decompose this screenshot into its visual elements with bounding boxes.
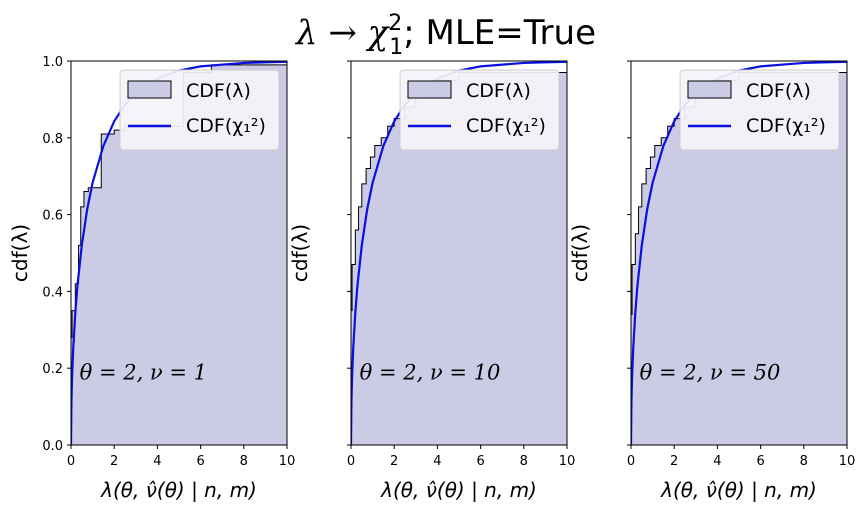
figure-title: λ → χ2 1; MLE=True [294,11,596,60]
legend: CDF(λ) CDF(χ₁²) [679,69,840,151]
axes-frame [350,60,568,446]
x-tick-label: 8 [800,454,808,469]
x-tick-label: 6 [196,454,204,469]
y-tick-label: 0.6 [42,209,63,224]
x-tick-label: 4 [713,454,721,469]
y-tick-label: 0.2 [42,362,63,377]
y-tick-label: 0.0 [42,439,63,454]
legend-label-empirical: CDF(λ) [466,80,531,102]
x-tick-label: 0 [627,454,635,469]
x-tick-label: 10 [839,454,856,469]
x-tick-label: 0 [347,454,355,469]
x-axis-label: λ(θ, ν̂(θ) | n, m) [100,478,257,502]
x-tick-label: 8 [520,454,528,469]
axes-frame [630,60,848,446]
x-tick-label: 10 [279,454,296,469]
legend: CDF(λ) CDF(χ₁²) [399,69,560,151]
legend-label-chi2: CDF(χ₁²) [466,115,546,137]
legend-swatch-empirical [687,80,732,99]
x-tick-label: 8 [240,454,248,469]
x-tick-label: 2 [670,454,678,469]
x-tick-label: 0 [67,454,75,469]
title-sup: 2 [388,11,402,36]
title-math: λ → χ [294,13,391,53]
y-tick-label: 1.0 [42,55,63,70]
legend: CDF(λ) CDF(χ₁²) [119,69,280,151]
legend-swatch-empirical [127,80,172,99]
title-rest: ; MLE=True [403,13,596,53]
x-tick-label: 2 [390,454,398,469]
y-tick-label: 0.4 [42,285,63,300]
parameter-annotation: θ = 2, ν = 10 [360,361,501,385]
axes-frame [70,60,288,446]
x-tick-label: 6 [476,454,484,469]
y-axis-label: cdf(λ) [288,224,312,282]
empirical-cdf-step [71,61,287,445]
legend-label-chi2: CDF(χ₁²) [186,115,266,137]
x-axis-label: λ(θ, ν̂(θ) | n, m) [660,478,817,502]
x-tick-label: 6 [756,454,764,469]
x-tick-label: 4 [433,454,441,469]
legend-label-empirical: CDF(λ) [186,80,251,102]
y-axis-label: cdf(λ) [8,224,32,282]
parameter-annotation: θ = 2, ν = 50 [640,361,781,385]
panel-1: 0 2 4 6 8 10 0.0 0.2 0.4 0.6 0.8 1.0 cdf(λ) λ(θ, ν̂(θ… [8,55,295,502]
y-tick-label: 0.8 [42,132,63,147]
y-axis-label: cdf(λ) [568,224,592,282]
legend-swatch-empirical [407,80,452,99]
legend-label-empirical: CDF(λ) [746,80,811,102]
legend-label-chi2: CDF(χ₁²) [746,115,826,137]
x-tick-label: 10 [559,454,576,469]
x-axis-label: λ(θ, ν̂(θ) | n, m) [380,478,537,502]
parameter-annotation: θ = 2, ν = 1 [80,361,207,385]
x-tick-label: 2 [110,454,118,469]
panel-3: 0 2 4 6 8 10 cdf(λ) λ(θ, ν̂(θ) | n, m) θ = 2, ν … [568,60,856,502]
title-sub: 1 [389,35,403,60]
panel-2: 0 2 4 6 8 10 cdf(λ) λ(θ, ν̂(θ) | n, m) θ = 2, ν … [288,60,576,502]
x-tick-label: 4 [153,454,161,469]
